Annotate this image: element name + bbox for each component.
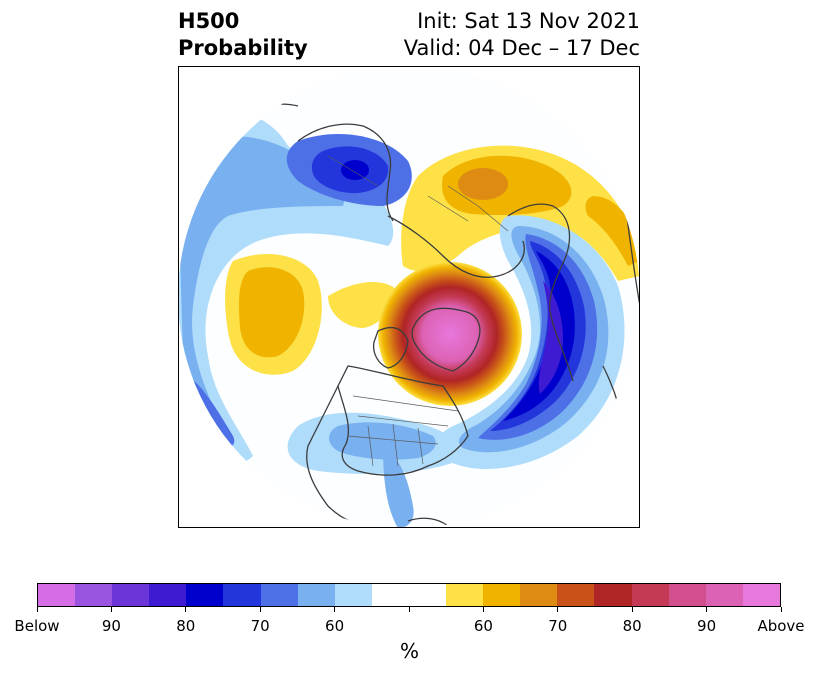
colorbar-tick-label: 60 — [325, 617, 345, 635]
colorbar-tick — [631, 607, 633, 612]
forecast-dates: Init: Sat 13 Nov 2021 Valid: 04 Dec – 17… — [404, 8, 640, 62]
title-product: Probability — [178, 36, 308, 60]
colorbar-segment — [742, 584, 780, 606]
colorbar-segment — [297, 584, 335, 606]
map-svg — [178, 66, 640, 528]
colorbar-segment — [223, 584, 261, 606]
colorbar-segment — [668, 584, 706, 606]
map-border — [178, 66, 640, 528]
colorbar-segment — [446, 584, 484, 606]
colorbar-tick-label: 70 — [548, 617, 568, 635]
probability-fields — [178, 66, 640, 528]
colorbar-tick — [334, 607, 336, 612]
colorbar-tick-label: 80 — [176, 617, 196, 635]
colorbar-tick — [110, 607, 112, 612]
colorbar-segment — [38, 584, 76, 606]
colorbar-tick — [408, 607, 410, 612]
colorbar-tick-label: 90 — [101, 617, 121, 635]
colorbar-segment — [371, 584, 409, 606]
colorbar-tick-label: 70 — [250, 617, 270, 635]
colorbar-segment — [75, 584, 113, 606]
title-variable: H500 — [178, 9, 240, 33]
colorbar-segment — [408, 584, 447, 606]
colorbar-tick-label: 60 — [473, 617, 493, 635]
colorbar-unit-label: % — [399, 639, 419, 663]
colorbar-segment — [186, 584, 224, 606]
colorbar-segment — [631, 584, 669, 606]
colorbar-segment — [483, 584, 521, 606]
chart-title: H500 Probability — [178, 8, 308, 62]
colorbar-segment — [149, 584, 187, 606]
colorbar-tick — [557, 607, 559, 612]
colorbar-tick — [482, 607, 484, 612]
colorbar-segment — [334, 584, 372, 606]
init-date: Init: Sat 13 Nov 2021 — [417, 9, 640, 33]
colorbar-tick — [780, 607, 782, 612]
colorbar — [37, 583, 781, 607]
colorbar-segment — [557, 584, 595, 606]
colorbar-tick-label: 90 — [697, 617, 717, 635]
colorbar-segment — [112, 584, 150, 606]
colorbar-tick — [706, 607, 708, 612]
colorbar-tick-label: Above — [757, 617, 805, 635]
colorbar-tick — [36, 607, 38, 612]
colorbar-tick-label: 80 — [622, 617, 642, 635]
colorbar-segment — [705, 584, 743, 606]
colorbar-tick — [185, 607, 187, 612]
colorbar-segment — [520, 584, 558, 606]
colorbar-segment — [594, 584, 632, 606]
probability-map — [178, 66, 640, 528]
colorbar-segment — [260, 584, 298, 606]
colorbar-tick-label: Below — [14, 617, 60, 635]
valid-range: Valid: 04 Dec – 17 Dec — [403, 36, 640, 60]
colorbar-tick — [259, 607, 261, 612]
borders — [327, 155, 509, 467]
